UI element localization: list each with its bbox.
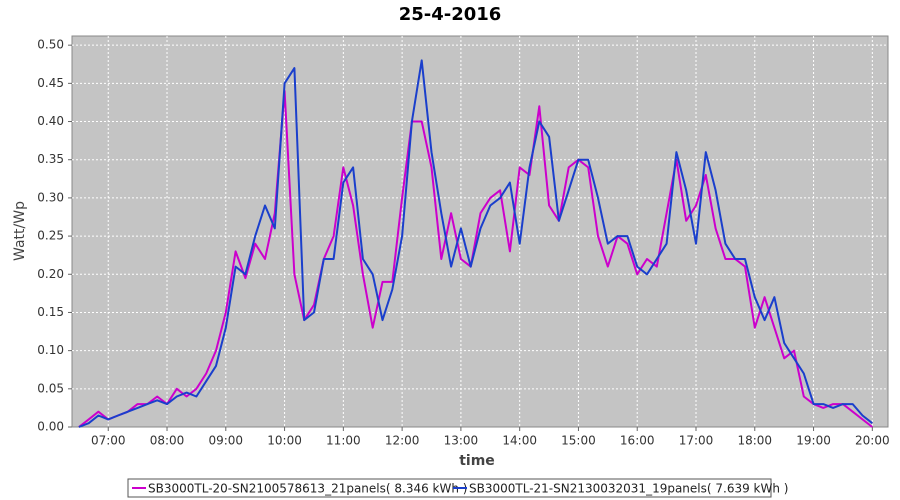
data-line [78, 59, 873, 428]
y-tick-label: 0.40 [37, 114, 64, 128]
y-tick-label: 0.15 [37, 305, 64, 319]
y-tick-label: 0.10 [37, 343, 64, 357]
x-tick-label: 15:00 [561, 434, 596, 448]
x-tick-label: 16:00 [620, 434, 655, 448]
x-tick-label: 10:00 [267, 434, 302, 448]
y-tick-label: 0.50 [37, 38, 64, 52]
legend [127, 478, 772, 498]
data-line [78, 90, 873, 428]
y-tick-label: 0.20 [37, 267, 64, 281]
y-tick-label: 0.05 [37, 381, 64, 395]
x-tick-label: 11:00 [326, 434, 361, 448]
legend-label: SB3000TL-20-SN2100578613_21panels( 8.346… [148, 482, 467, 496]
y-axis-label: Watt/Wp [12, 201, 28, 261]
x-tick-label: 17:00 [679, 434, 714, 448]
x-tick-label: 18:00 [737, 434, 772, 448]
x-tick-label: 13:00 [444, 434, 479, 448]
x-tick-label: 08:00 [150, 434, 185, 448]
x-tick-label: 19:00 [796, 434, 831, 448]
y-tick-label: 0.25 [37, 229, 64, 243]
y-tick-label: 0.45 [37, 76, 64, 90]
legend-label: SB3000TL-21-SN2130032031_19panels( 7.639… [469, 482, 788, 496]
chart-title: 25-4-2016 [399, 4, 502, 25]
x-tick-label: 14:00 [502, 434, 537, 448]
x-tick-label: 07:00 [91, 434, 126, 448]
y-tick-label: 0.35 [37, 152, 64, 166]
y-tick-label: 0.30 [37, 190, 64, 204]
x-axis-label: time [459, 453, 495, 469]
y-tick-label: 0.00 [37, 420, 64, 434]
x-tick-label: 09:00 [208, 434, 243, 448]
x-tick-label: 12:00 [385, 434, 420, 448]
x-tick-label: 20:00 [855, 434, 890, 448]
